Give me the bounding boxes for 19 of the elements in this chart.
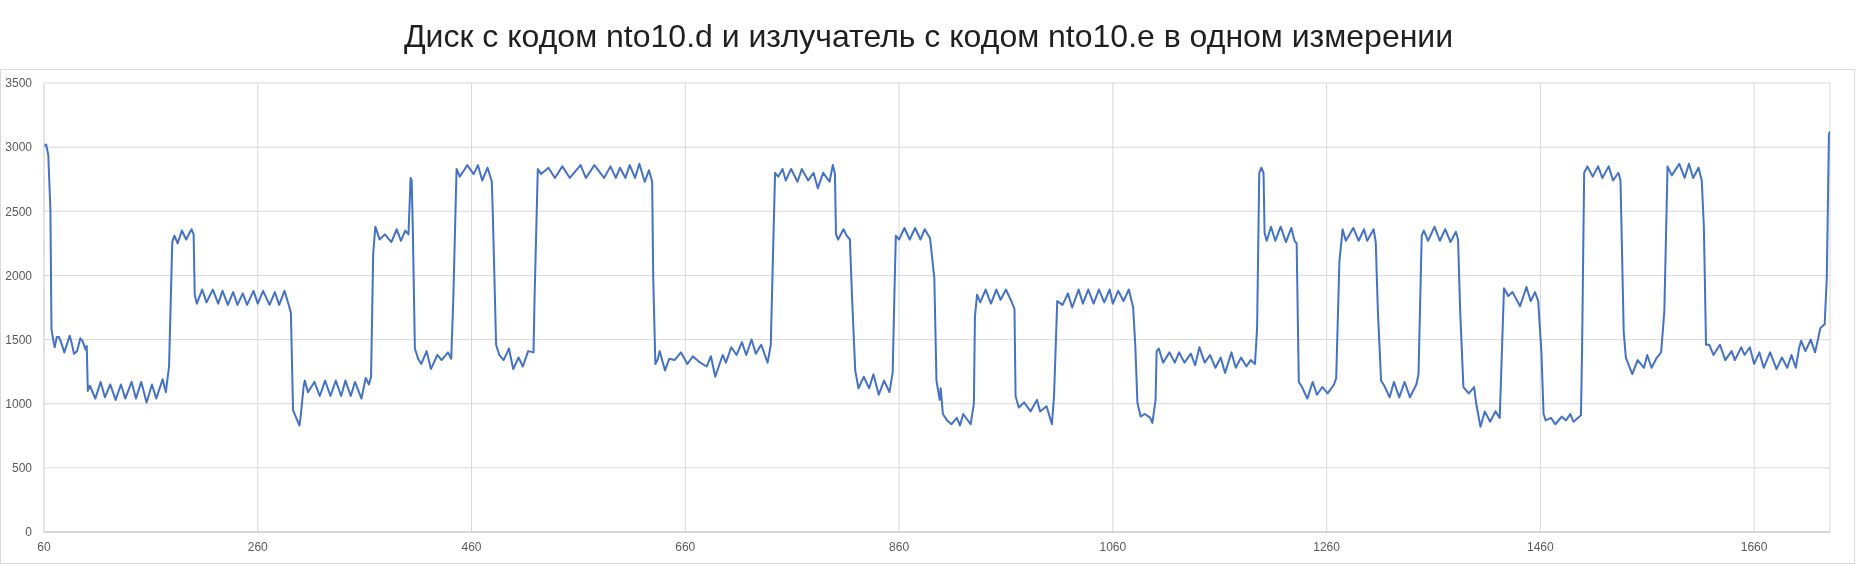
y-tick-label: 1500 xyxy=(5,332,33,347)
line-series xyxy=(44,130,1830,428)
y-tick-label: 3500 xyxy=(5,76,33,91)
chart-title: Диск с кодом nto10.d и излучатель с кодом nto10.e в одном измерении xyxy=(402,17,1455,56)
x-tick-label: 1460 xyxy=(1527,539,1555,554)
x-tick-label: 260 xyxy=(247,539,269,554)
y-tick-label: 500 xyxy=(11,461,33,476)
y-tick-label: 0 xyxy=(25,525,33,540)
x-tick-label: 1660 xyxy=(1740,539,1768,554)
x-tick-label: 1060 xyxy=(1099,539,1127,554)
x-tick-label: 660 xyxy=(675,539,696,554)
y-tick-label: 3000 xyxy=(5,140,33,155)
x-tick-label: 1260 xyxy=(1313,539,1341,554)
x-tick-label: 60 xyxy=(37,539,51,554)
y-tick-label: 1000 xyxy=(5,396,33,411)
y-tick-label: 2000 xyxy=(5,268,33,283)
y-tick-label: 2500 xyxy=(5,204,33,219)
x-tick-label: 460 xyxy=(461,539,482,554)
x-tick-label: 860 xyxy=(889,539,910,554)
